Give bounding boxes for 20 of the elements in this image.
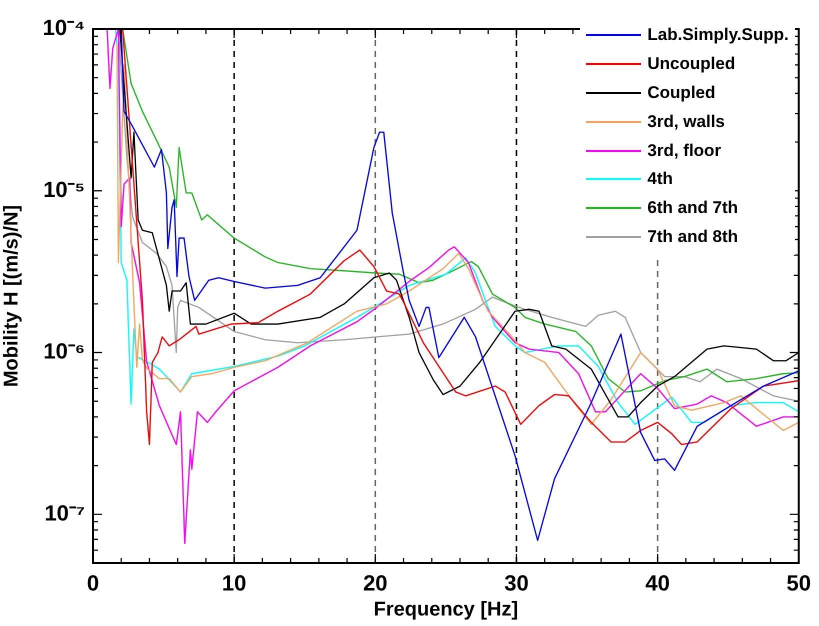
y-tick-label: 10⁻⁴: [42, 15, 85, 40]
legend-label: 3rd, walls: [647, 112, 725, 132]
legend-label: Uncoupled: [647, 54, 736, 74]
legend-label: Coupled: [647, 82, 716, 103]
legend-label: 4th: [647, 169, 673, 190]
x-tick-label: 40: [645, 570, 670, 596]
y-axis-title: Mobility H [(m/s)/N]: [0, 204, 23, 388]
y-tick-label: 10⁻⁷: [44, 500, 85, 526]
x-tick-label: 30: [504, 570, 529, 596]
legend-label: 7th and 8th: [647, 226, 738, 247]
legend-label: 3rd, floor: [647, 140, 722, 161]
x-axis-title: Frequency [Hz]: [374, 598, 518, 621]
y-tick-label: 10⁻⁶: [43, 338, 85, 364]
x-tick-label: 0: [86, 570, 100, 596]
y-tick-label: 10⁻⁵: [43, 176, 85, 202]
legend-label: Lab.Simply.Supp.: [647, 25, 789, 46]
x-tick-label: 50: [786, 570, 812, 596]
x-tick-label: 20: [363, 570, 388, 596]
legend-label: 6th and 7th: [647, 198, 738, 218]
x-tick-label: 10: [222, 570, 246, 596]
